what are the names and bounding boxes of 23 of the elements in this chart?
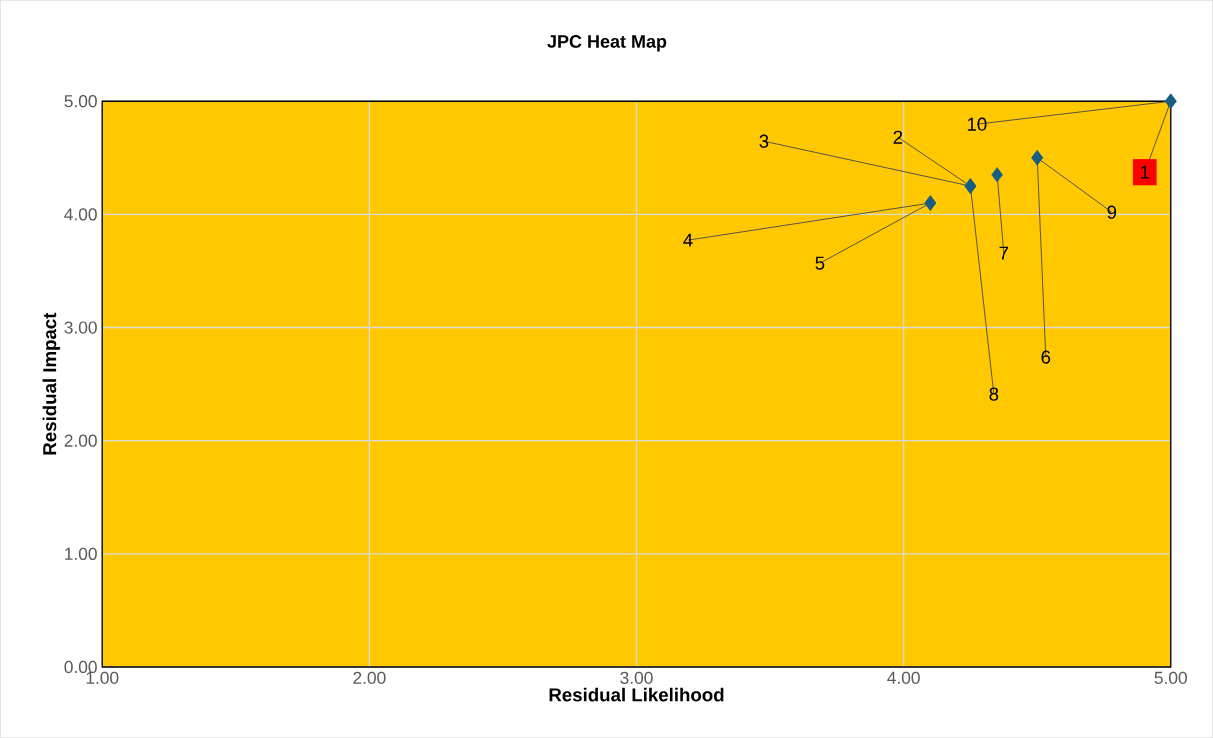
x-tick-label: 5.00	[1154, 671, 1187, 684]
annotation: 1	[1141, 165, 1150, 179]
y-tick-label: 5.00	[64, 94, 97, 108]
x-axis-title: Residual Likelihood	[549, 687, 724, 702]
y-tick-label: 2.00	[64, 434, 97, 447]
y-tick-label: 4.00	[64, 208, 97, 221]
y-axis-title: Residual Impact	[42, 312, 60, 455]
annotation: 5	[815, 256, 825, 270]
annotation: 7	[999, 246, 1009, 260]
x-tick-label: 4.00	[887, 671, 920, 684]
annotation: 6	[1041, 350, 1051, 364]
annotation: 3	[759, 134, 769, 148]
chart-title: JPC Heat Map	[547, 35, 667, 52]
y-tick-label: 3.00	[64, 321, 97, 334]
x-tick-label: 3.00	[620, 671, 653, 684]
y-tick-label: 1.00	[65, 547, 97, 560]
annotation: 8	[989, 387, 999, 401]
annotation: 2	[893, 130, 903, 144]
y-tick-label: 0.00	[64, 660, 97, 673]
x-tick-label: 2.00	[353, 671, 386, 684]
annotation: 4	[683, 233, 693, 247]
x-tick-label: 1.00	[86, 671, 119, 684]
annotation: 10	[967, 117, 987, 131]
